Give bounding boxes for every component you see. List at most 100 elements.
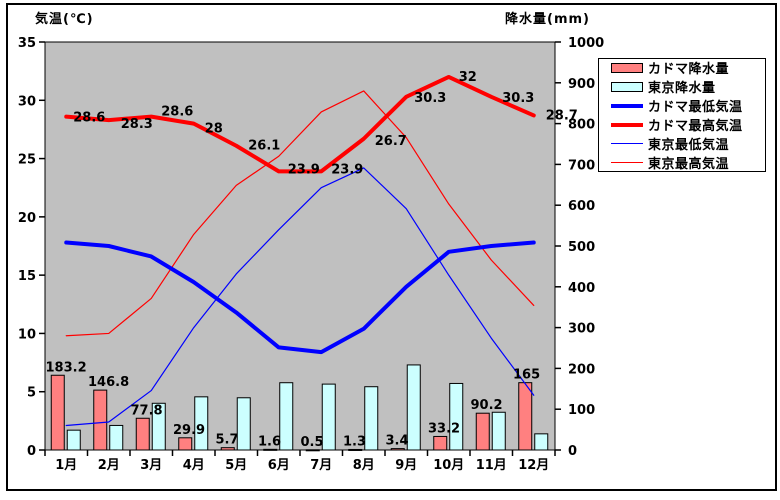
month-label: 4月 (183, 458, 205, 473)
kadoma-precip-label: 1.3 (343, 434, 366, 449)
temperature-axis-title: 気温(℃) (35, 12, 94, 27)
kadoma-max-temp-label: 30.3 (502, 91, 534, 106)
month-label: 2月 (98, 458, 120, 473)
kadoma-precip-label: 1.6 (258, 434, 281, 449)
month-label: 5月 (225, 458, 247, 473)
month-label: 12月 (518, 458, 549, 473)
precip-axis-tick-label: 300 (568, 322, 595, 337)
precip-axis-tick-label: 800 (568, 118, 595, 133)
temp-axis-tick-label: 15 (18, 269, 36, 284)
kadoma-precip-label: 146.8 (88, 375, 129, 390)
kadoma-precip-bar (390, 448, 405, 451)
kadoma-max-temp-label: 30.3 (414, 91, 446, 106)
kadoma-precip-bar (433, 435, 448, 451)
kadoma-precip-bar (220, 447, 235, 451)
precip-axis-tick-label: 400 (568, 281, 595, 296)
kadoma-min-temp-swatch (611, 103, 643, 108)
tokyo-precip-bar (109, 424, 124, 451)
tokyo-precip-bar (66, 429, 81, 451)
month-label: 8月 (353, 458, 375, 473)
kadoma-max-temp-label: 26.7 (375, 134, 407, 149)
tokyo-precip-bar (151, 402, 166, 451)
kadoma-precip-label: 90.2 (471, 398, 503, 413)
kadoma-max-temp-label: 28.6 (73, 111, 105, 126)
chart-border (6, 3, 777, 491)
legend-label: カドマ最低気温 (648, 100, 743, 115)
kadoma-precip-bar (93, 389, 108, 451)
legend-label: 東京降水量 (648, 81, 716, 96)
precip-axis-tick-label: 0 (568, 444, 577, 459)
kadoma-precip-bar (348, 448, 363, 451)
kadoma-precip-label: 0.5 (301, 435, 324, 450)
tokyo-precip-swatch (611, 81, 643, 92)
kadoma-precip-label: 183.2 (46, 360, 87, 375)
kadoma-precip-label: 77.8 (131, 403, 163, 418)
legend-item: カドマ降水量 (611, 61, 765, 77)
month-label: 1月 (55, 458, 77, 473)
kadoma-max-temp-label: 28.7 (546, 108, 578, 123)
legend-item: カドマ最高気温 (611, 118, 765, 134)
tokyo-min-temp-swatch (611, 143, 643, 144)
kadoma-precip-bar (50, 374, 65, 451)
kadoma-max-temp-line (64, 74, 536, 174)
kadoma-min-temp-line (64, 240, 536, 355)
precip-axis-tick-label: 700 (568, 158, 595, 173)
precip-axis-tick-label: 200 (568, 362, 595, 377)
tokyo-precip-bar (364, 386, 379, 451)
kadoma-precip-swatch (611, 62, 643, 73)
kadoma-precip-bar (475, 412, 490, 451)
temp-axis-tick-label: 0 (27, 444, 36, 459)
kadoma-precip-bar (518, 382, 533, 451)
tokyo-max-temp-line (65, 90, 535, 337)
temp-axis-tick-label: 10 (18, 327, 36, 342)
legend-label: カドマ最高気温 (648, 119, 743, 134)
temp-axis-tick-label: 20 (18, 211, 36, 226)
kadoma-precip-bar (263, 448, 278, 451)
kadoma-max-temp-label: 28 (205, 122, 223, 137)
month-label: 9月 (395, 458, 417, 473)
kadoma-max-temp-label: 28.6 (161, 105, 193, 120)
month-label: 3月 (140, 458, 162, 473)
precip-axis-tick-label: 900 (568, 77, 595, 92)
kadoma-max-temp-label: 26.1 (248, 139, 280, 154)
legend-label: 東京最低気温 (648, 138, 730, 153)
kadoma-max-temp-swatch (611, 122, 643, 127)
tokyo-precip-bar (236, 397, 251, 451)
kadoma-precip-bar (178, 437, 193, 451)
tokyo-precip-bar (534, 433, 549, 451)
precip-axis-tick-label: 500 (568, 240, 595, 255)
tokyo-min-temp-line (65, 167, 535, 427)
temp-axis-tick-label: 35 (18, 36, 36, 51)
month-label: 6月 (268, 458, 290, 473)
kadoma-precip-label: 165 (513, 368, 540, 383)
month-label: 7月 (310, 458, 332, 473)
temp-axis-tick-label: 5 (27, 386, 36, 401)
legend-item: 東京降水量 (611, 80, 765, 96)
precip-axis-tick-label: 600 (568, 199, 595, 214)
kadoma-precip-bar (135, 417, 150, 451)
tokyo-max-temp-swatch (611, 162, 643, 163)
tokyo-precip-bar (406, 364, 421, 451)
kadoma-max-temp-label: 28.3 (121, 117, 153, 132)
legend-label: 東京最高気温 (648, 157, 730, 172)
tokyo-precip-bar (449, 382, 464, 451)
legend-item: 東京最低気温 (611, 137, 765, 153)
kadoma-precip-bar (305, 449, 320, 452)
kadoma-precip-label: 3.4 (386, 434, 409, 449)
precipitation-axis-title: 降水量(mm) (505, 12, 590, 27)
temp-axis-tick-label: 25 (18, 153, 36, 168)
precip-axis-tick-label: 100 (568, 403, 595, 418)
temp-axis-tick-label: 30 (18, 94, 36, 109)
legend-label: カドマ降水量 (648, 62, 730, 77)
legend: カドマ降水量 東京降水量カドマ最低気温 カドマ最高気温 東京最低気温 東京最高気温 (598, 58, 766, 172)
month-label: 10月 (433, 458, 464, 473)
kadoma-precip-label: 29.9 (173, 423, 205, 438)
legend-item: 東京最高気温 (611, 156, 765, 172)
kadoma-precip-label: 5.7 (216, 433, 239, 448)
precip-axis-tick-label: 1000 (568, 36, 604, 51)
tokyo-precip-bar (321, 383, 336, 451)
kadoma-max-temp-label: 23.9 (288, 162, 320, 177)
kadoma-max-temp-label: 32 (459, 70, 477, 85)
kadoma-precip-label: 33.2 (428, 421, 460, 436)
